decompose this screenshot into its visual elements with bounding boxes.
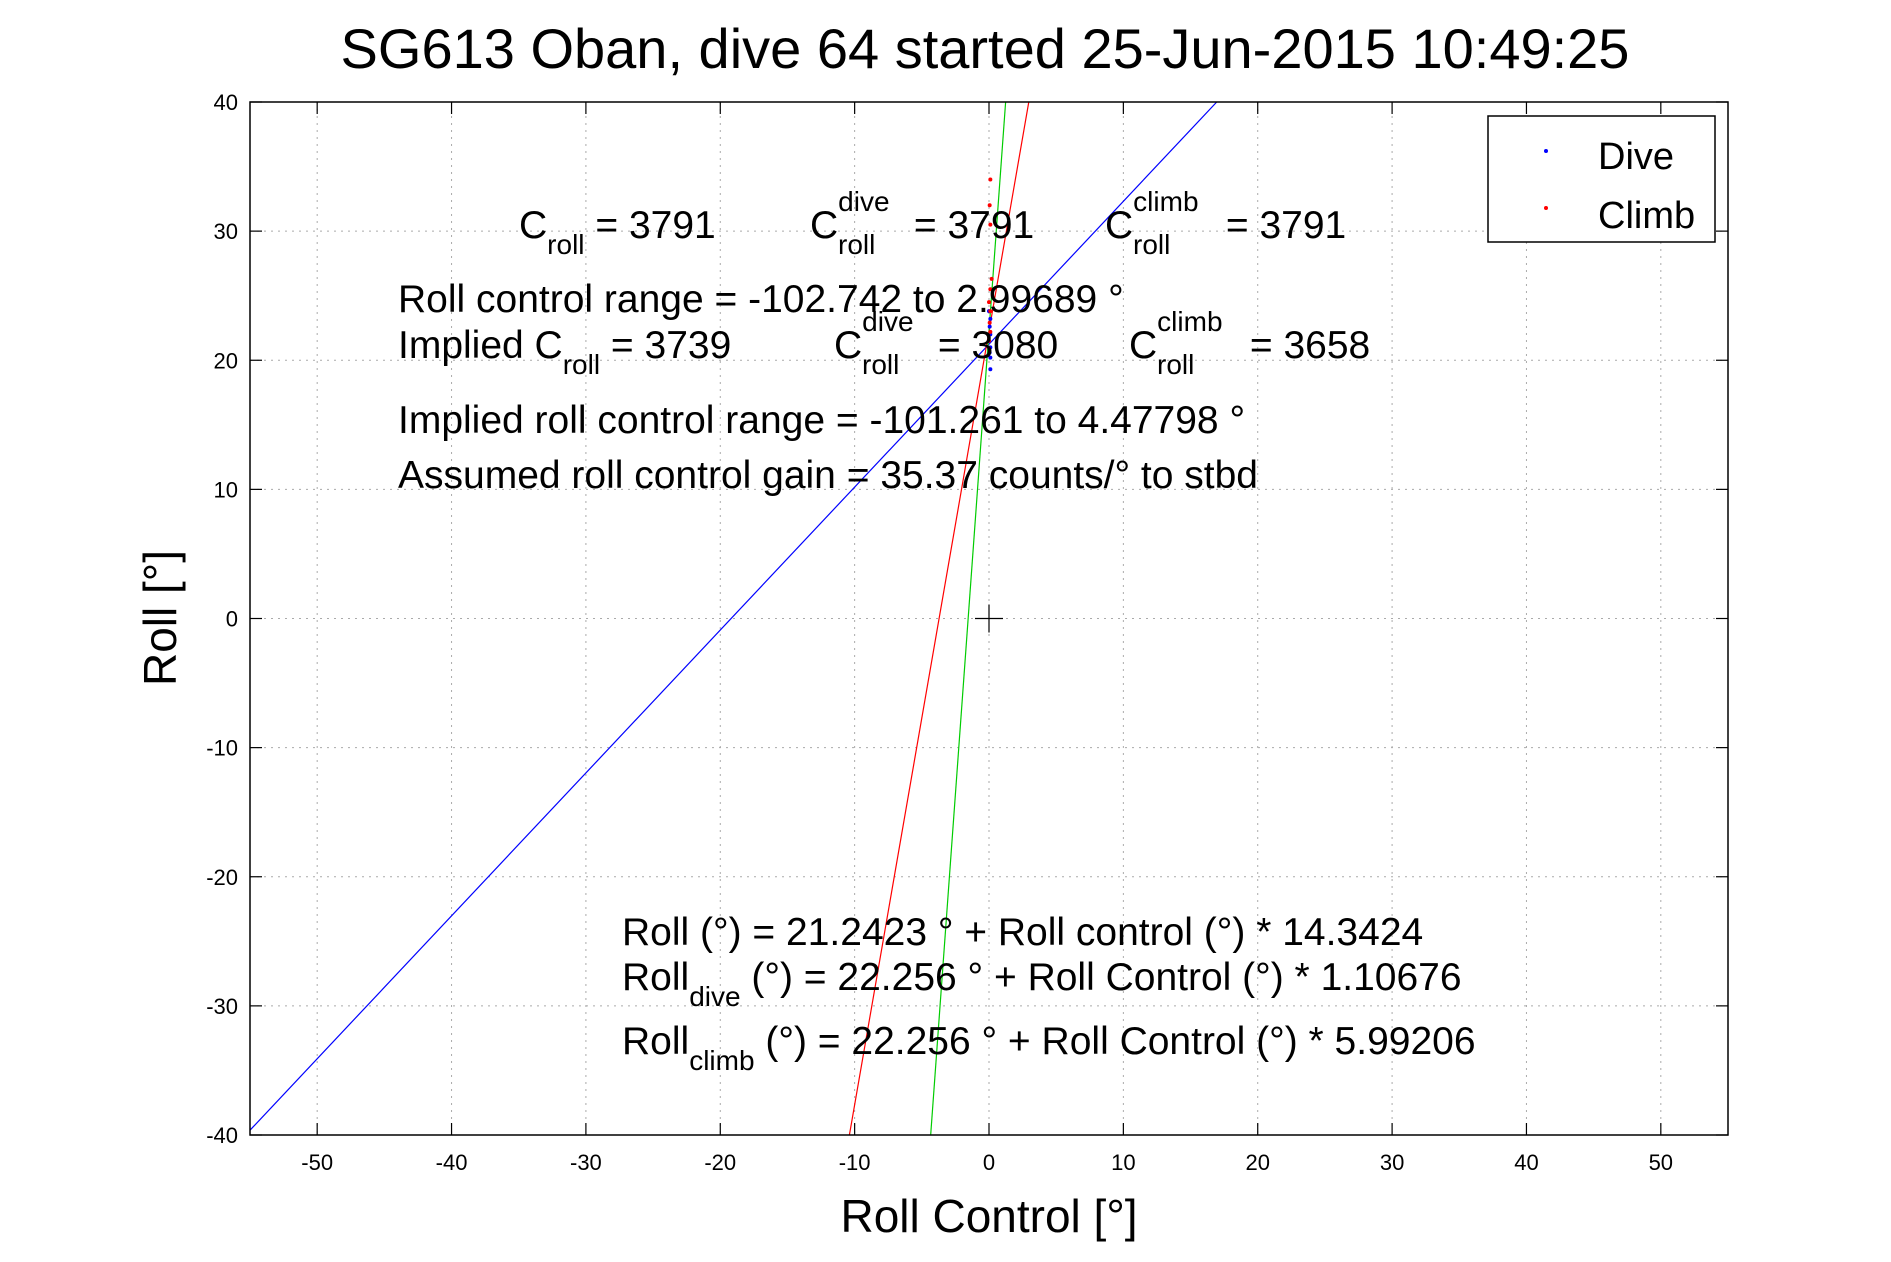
annotation-c-roll-climb: Cclimb roll = 3791 [1105,186,1346,260]
x-tick-label: -40 [436,1150,468,1175]
annotation-roll-fit: Roll (°) = 21.2423 ° + Roll control (°) … [622,911,1423,954]
annotation-roll-dive-fit: Rolldive (°) = 22.256 ° + Roll Control (… [622,956,1462,1012]
data-point-climb [988,177,993,182]
annotation-implied-c-roll: Implied Croll = 3739 [398,324,731,380]
annotation-roll-control-range: Roll control range = -102.742 to 2.99689… [398,278,1124,321]
x-tick-label: 20 [1245,1150,1269,1175]
fit-line-1 [848,101,1030,1136]
data-point-climb [988,222,993,227]
legend-label-climb: Climb [1598,195,1695,237]
y-tick-label: -40 [206,1123,238,1148]
data-point-dive [987,350,992,355]
y-tick-label: 10 [214,477,238,502]
data-point-dive [988,316,993,321]
data-point-climb [987,203,992,208]
legend: Dive Climb [1487,115,1716,243]
axis-ticks: -50 -40 -30 -20 -10 0 10 20 30 40 50 -40 -30 -20 -10 0 1… [206,90,1728,1175]
annotation-implied-c-roll-dive: Cdive roll = 3080 [834,306,1058,380]
fit-line-2 [930,101,1007,1136]
legend-marker-dive [1544,149,1548,153]
y-tick-label: 20 [214,348,238,373]
legend-marker-climb [1544,206,1548,210]
legend-box [1487,115,1716,243]
data-point-climb [988,329,993,334]
x-tick-label: -50 [301,1150,333,1175]
data-point-dive [988,345,993,350]
annotation-c-roll: Croll = 3791 [519,204,716,260]
x-tick-label: -30 [570,1150,602,1175]
x-axis-label: Roll Control [°] [840,1190,1137,1242]
data-point-climb [987,300,991,305]
y-tick-label: -10 [206,736,238,761]
fit-lines [249,101,1218,1136]
x-tick-label: -20 [704,1150,736,1175]
x-tick-label: 50 [1649,1150,1673,1175]
y-tick-label: 0 [226,607,238,632]
data-point-climb [989,276,994,281]
data-point-dive [988,367,993,372]
chart-title: SG613 Oban, dive 64 started 25-Jun-2015 … [341,17,1630,80]
x-tick-label: 30 [1380,1150,1404,1175]
data-points [987,177,994,372]
data-point-dive [988,355,993,360]
data-point-climb [988,287,993,292]
annotation-roll-climb-fit: Rollclimb (°) = 22.256 ° + Roll Control … [622,1020,1476,1076]
y-tick-label: -20 [206,865,238,890]
y-tick-label: -30 [206,994,238,1019]
x-tick-label: 10 [1111,1150,1135,1175]
x-tick-label: -10 [839,1150,871,1175]
annotation-c-roll-dive: Cdive roll = 3791 [810,186,1034,260]
annotation-gain: Assumed roll control gain = 35.37 counts… [398,454,1258,497]
x-tick-label: 40 [1514,1150,1538,1175]
origin-marker [975,604,1003,633]
fit-line-0 [249,101,1218,1131]
legend-label-dive: Dive [1598,136,1674,178]
y-axis-label: Roll [°] [134,550,186,686]
data-point-dive [987,324,992,329]
y-tick-label: 30 [214,219,238,244]
data-point-climb [987,338,991,343]
annotation-implied-range: Implied roll control range = -101.261 to… [398,399,1245,442]
annotation-implied-c-roll-climb: Cclimb roll = 3658 [1129,306,1370,380]
annotations: Croll = 3791 Cdive roll = 3791 Cclimb roll… [398,186,1476,1076]
data-point-climb [988,309,993,314]
data-point-climb [987,320,992,325]
x-tick-label: 0 [983,1150,995,1175]
y-tick-label: 40 [214,90,238,115]
